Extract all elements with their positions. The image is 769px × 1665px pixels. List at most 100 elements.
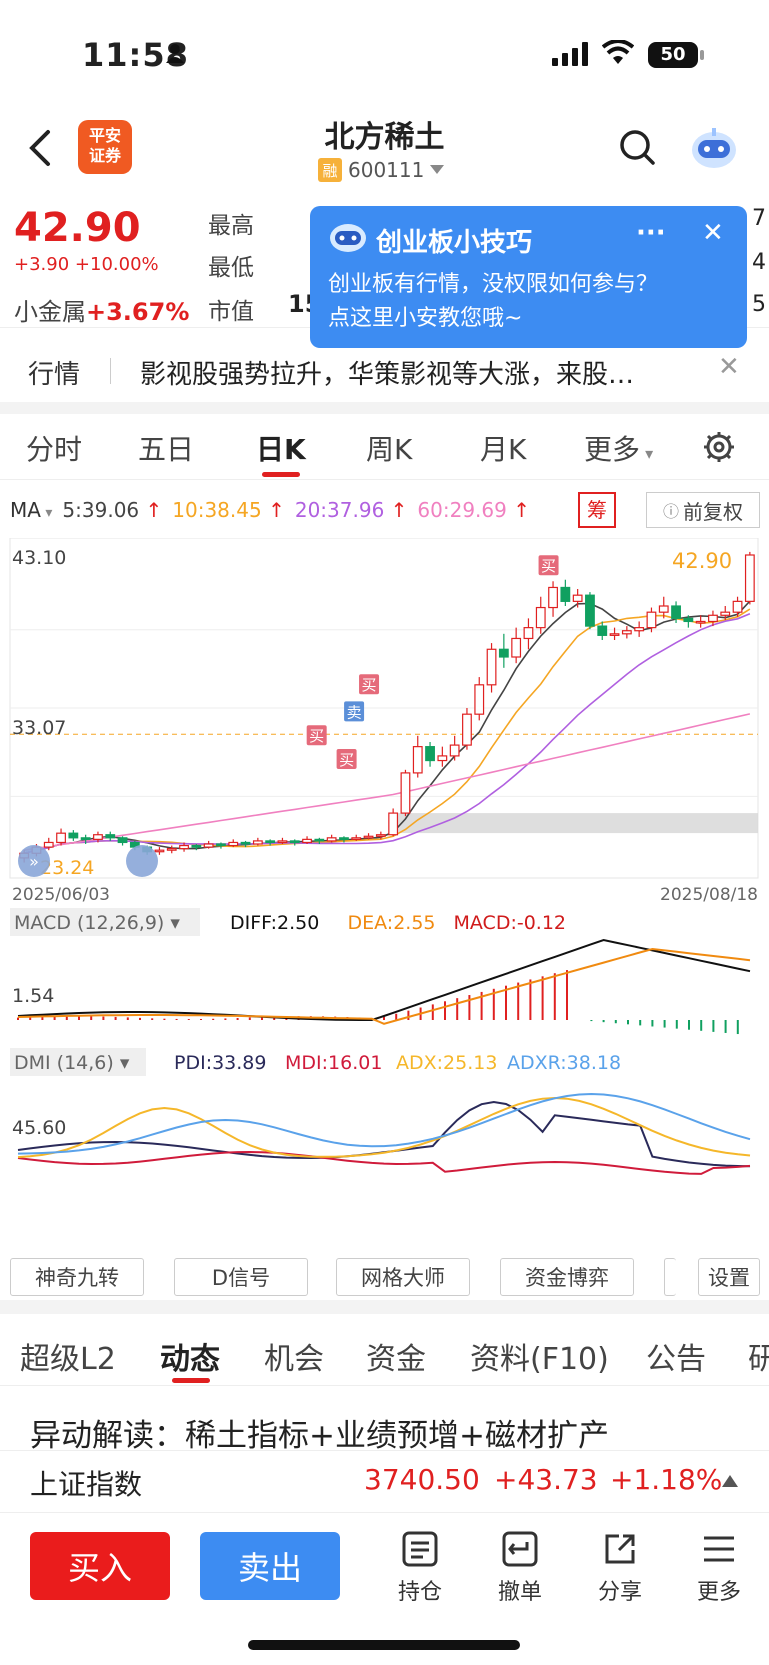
ma10-value: 10:38.45 ↑ bbox=[172, 498, 285, 522]
tab-super-l2[interactable]: 超级L2 bbox=[20, 1342, 116, 1377]
dmi-legend-adxr: ADXR:38.18 bbox=[507, 1052, 621, 1074]
home-indicator bbox=[248, 1640, 520, 1650]
trade-marker bbox=[538, 555, 559, 576]
settings-gear-icon[interactable] bbox=[702, 430, 736, 464]
candle-body bbox=[708, 614, 718, 623]
low-price-label: 23.24 bbox=[40, 857, 94, 879]
tab-research[interactable]: 研 bbox=[748, 1342, 769, 1377]
candle-body bbox=[474, 684, 485, 715]
candle-body bbox=[228, 841, 239, 847]
status-time: 11:58 bbox=[82, 36, 189, 74]
candle-body bbox=[621, 630, 632, 635]
dmi-title-bg bbox=[10, 1048, 146, 1076]
stock-code-selector[interactable]: 融 600111 bbox=[318, 158, 445, 182]
tip-line2: 点这里小安教您哦~ bbox=[328, 306, 523, 331]
ma10-text: 10:38.45 bbox=[172, 498, 262, 522]
diff-line bbox=[17, 938, 751, 1021]
search-icon[interactable] bbox=[618, 128, 656, 168]
trade-marker-label: 买 bbox=[339, 751, 354, 769]
change-pct: +10.00% bbox=[74, 254, 159, 275]
index-pct: +1.18% bbox=[610, 1463, 723, 1496]
arrow-up-icon: ↑ bbox=[506, 498, 530, 522]
dmi-legend-adx: ADX:25.13 bbox=[396, 1052, 497, 1074]
candle-body bbox=[265, 840, 276, 844]
more-button[interactable]: 更多 bbox=[684, 1530, 754, 1606]
candle-body bbox=[388, 812, 399, 836]
adjust-selector[interactable]: ⓘ 前复权 bbox=[646, 492, 760, 528]
cancel-order-label: 撤单 bbox=[497, 1580, 542, 1605]
tip-popup[interactable]: 创业板小技巧 ··· ✕ 创业板有行情，没权限如何参与？ 点这里小安教您哦~ bbox=[310, 206, 747, 348]
candle-body bbox=[277, 840, 288, 844]
tools-gap bbox=[0, 1300, 769, 1314]
tab-intraday[interactable]: 分时 bbox=[26, 433, 83, 466]
tab-funds[interactable]: 资金 bbox=[366, 1342, 426, 1377]
tool-partial[interactable] bbox=[664, 1258, 676, 1296]
sector-info[interactable]: 小金属+3.67% bbox=[14, 292, 189, 327]
index-ticker[interactable]: 上证指数 3740.50 +43.73 +1.18% bbox=[0, 1450, 769, 1512]
adx-line bbox=[17, 1096, 751, 1159]
macd-title: MACD (12,26,9) ▾ bbox=[14, 912, 180, 934]
pdi-line bbox=[17, 1100, 751, 1168]
candle-body bbox=[683, 617, 694, 623]
back-icon[interactable] bbox=[26, 128, 54, 168]
candle-body bbox=[93, 834, 103, 840]
trade-marker-label: 买 bbox=[362, 676, 377, 694]
tab-weekly-k[interactable]: 周K bbox=[366, 433, 413, 466]
candle-body bbox=[363, 835, 374, 839]
ma5-text: 5:39.06 bbox=[62, 498, 140, 522]
sell-button[interactable]: 卖出 bbox=[200, 1532, 340, 1600]
candle-body bbox=[437, 755, 448, 762]
tool-fund-game[interactable]: 资金博弈 bbox=[500, 1258, 634, 1296]
news-close-icon[interactable]: ✕ bbox=[718, 352, 740, 382]
tool-d-signal[interactable]: D信号 bbox=[174, 1258, 308, 1296]
tab-more[interactable]: 更多 ▾ bbox=[584, 428, 653, 468]
assistant-robot-icon[interactable] bbox=[688, 124, 740, 172]
ma-selector[interactable]: MA ▾ bbox=[10, 498, 52, 522]
arrow-up-icon: ↑ bbox=[261, 498, 285, 522]
candle-body bbox=[671, 605, 681, 619]
ma60-value: 60:29.69 ↑ bbox=[417, 498, 530, 522]
candle-body bbox=[695, 620, 706, 624]
section-gap bbox=[0, 402, 769, 414]
candle-body bbox=[302, 838, 312, 844]
candle-body bbox=[351, 837, 362, 840]
sector-name: 小金属 bbox=[14, 298, 86, 326]
ma-label: MA bbox=[10, 498, 41, 522]
news-headline[interactable]: 异动解读：稀土指标+业绩预增+磁材扩产 bbox=[30, 1418, 609, 1454]
stock-title: 北方稀土 bbox=[324, 120, 445, 155]
dea-line bbox=[17, 947, 751, 1025]
chip-distribution-button[interactable]: 筹 bbox=[578, 492, 616, 528]
candle-body bbox=[252, 840, 263, 845]
share-button[interactable]: 分享 bbox=[585, 1530, 655, 1606]
tool-nine-turn[interactable]: 神奇九转 bbox=[10, 1258, 144, 1296]
tab-monthly-k[interactable]: 月K bbox=[480, 433, 527, 466]
candle-body bbox=[166, 848, 177, 851]
news-strip[interactable]: 行情 影视股强势拉升，华策影视等大涨，来股… ✕ bbox=[0, 344, 769, 402]
cancel-order-button[interactable]: 撤单 bbox=[485, 1530, 555, 1606]
robot-icon bbox=[330, 224, 366, 252]
buy-button[interactable]: 买入 bbox=[30, 1532, 170, 1600]
dmi-title: DMI (14,6) ▾ bbox=[14, 1052, 130, 1074]
holdings-button[interactable]: 持仓 bbox=[385, 1530, 455, 1606]
candle-body bbox=[314, 838, 325, 842]
tool-settings[interactable]: 设置 bbox=[698, 1258, 760, 1296]
change-value: +3.90 bbox=[14, 254, 70, 275]
tip-close-icon[interactable]: ✕ bbox=[702, 218, 724, 248]
tip-more-icon[interactable]: ··· bbox=[636, 218, 666, 248]
last-price-label: 42.90 bbox=[672, 549, 732, 573]
tab-f10[interactable]: 资料(F10) bbox=[470, 1342, 609, 1377]
tab-news[interactable]: 动态 bbox=[160, 1342, 220, 1377]
tab-announcements[interactable]: 公告 bbox=[646, 1342, 706, 1377]
ma60-text: 60:29.69 bbox=[417, 498, 507, 522]
tool-grid-master[interactable]: 网格大师 bbox=[336, 1258, 470, 1296]
index-value: 3740.50 bbox=[364, 1463, 480, 1496]
tab-daily-k[interactable]: 日K bbox=[256, 433, 306, 466]
more-label: 更多 bbox=[696, 1580, 741, 1605]
candle-body bbox=[43, 841, 54, 848]
battery-tip bbox=[700, 50, 704, 60]
arrow-up-icon: ↑ bbox=[139, 498, 163, 522]
tab-five-day[interactable]: 五日 bbox=[138, 433, 195, 466]
tab-opportunity[interactable]: 机会 bbox=[264, 1342, 324, 1377]
candle-body bbox=[462, 713, 472, 746]
